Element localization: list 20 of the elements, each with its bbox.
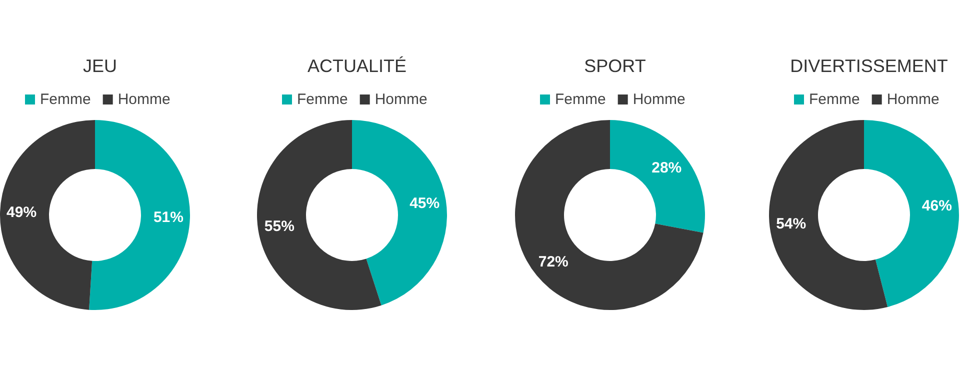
legend-label: Homme — [632, 91, 686, 108]
legend-label: Homme — [118, 91, 170, 108]
data-label: 49% — [6, 204, 37, 222]
data-label: 55% — [264, 218, 294, 235]
chart-title: DIVERTISSEMENT — [790, 56, 948, 76]
legend-label: Femme — [555, 91, 606, 108]
legend-label: Femme — [297, 91, 348, 108]
legend-label: Homme — [886, 91, 940, 108]
data-label: 72% — [538, 253, 568, 270]
data-label: 54% — [776, 216, 806, 233]
legend-label: Homme — [374, 91, 428, 108]
chart-title: ACTUALITÉ — [307, 56, 407, 76]
legend-label: Femme — [809, 91, 860, 108]
chart-title: JEU — [82, 56, 118, 76]
chart-title: SPORT — [584, 56, 646, 76]
data-label: 51% — [153, 208, 184, 226]
legend-label: Femme — [40, 91, 91, 108]
data-label: 46% — [922, 197, 952, 214]
data-label: 45% — [410, 195, 440, 212]
data-label: 28% — [652, 160, 682, 177]
